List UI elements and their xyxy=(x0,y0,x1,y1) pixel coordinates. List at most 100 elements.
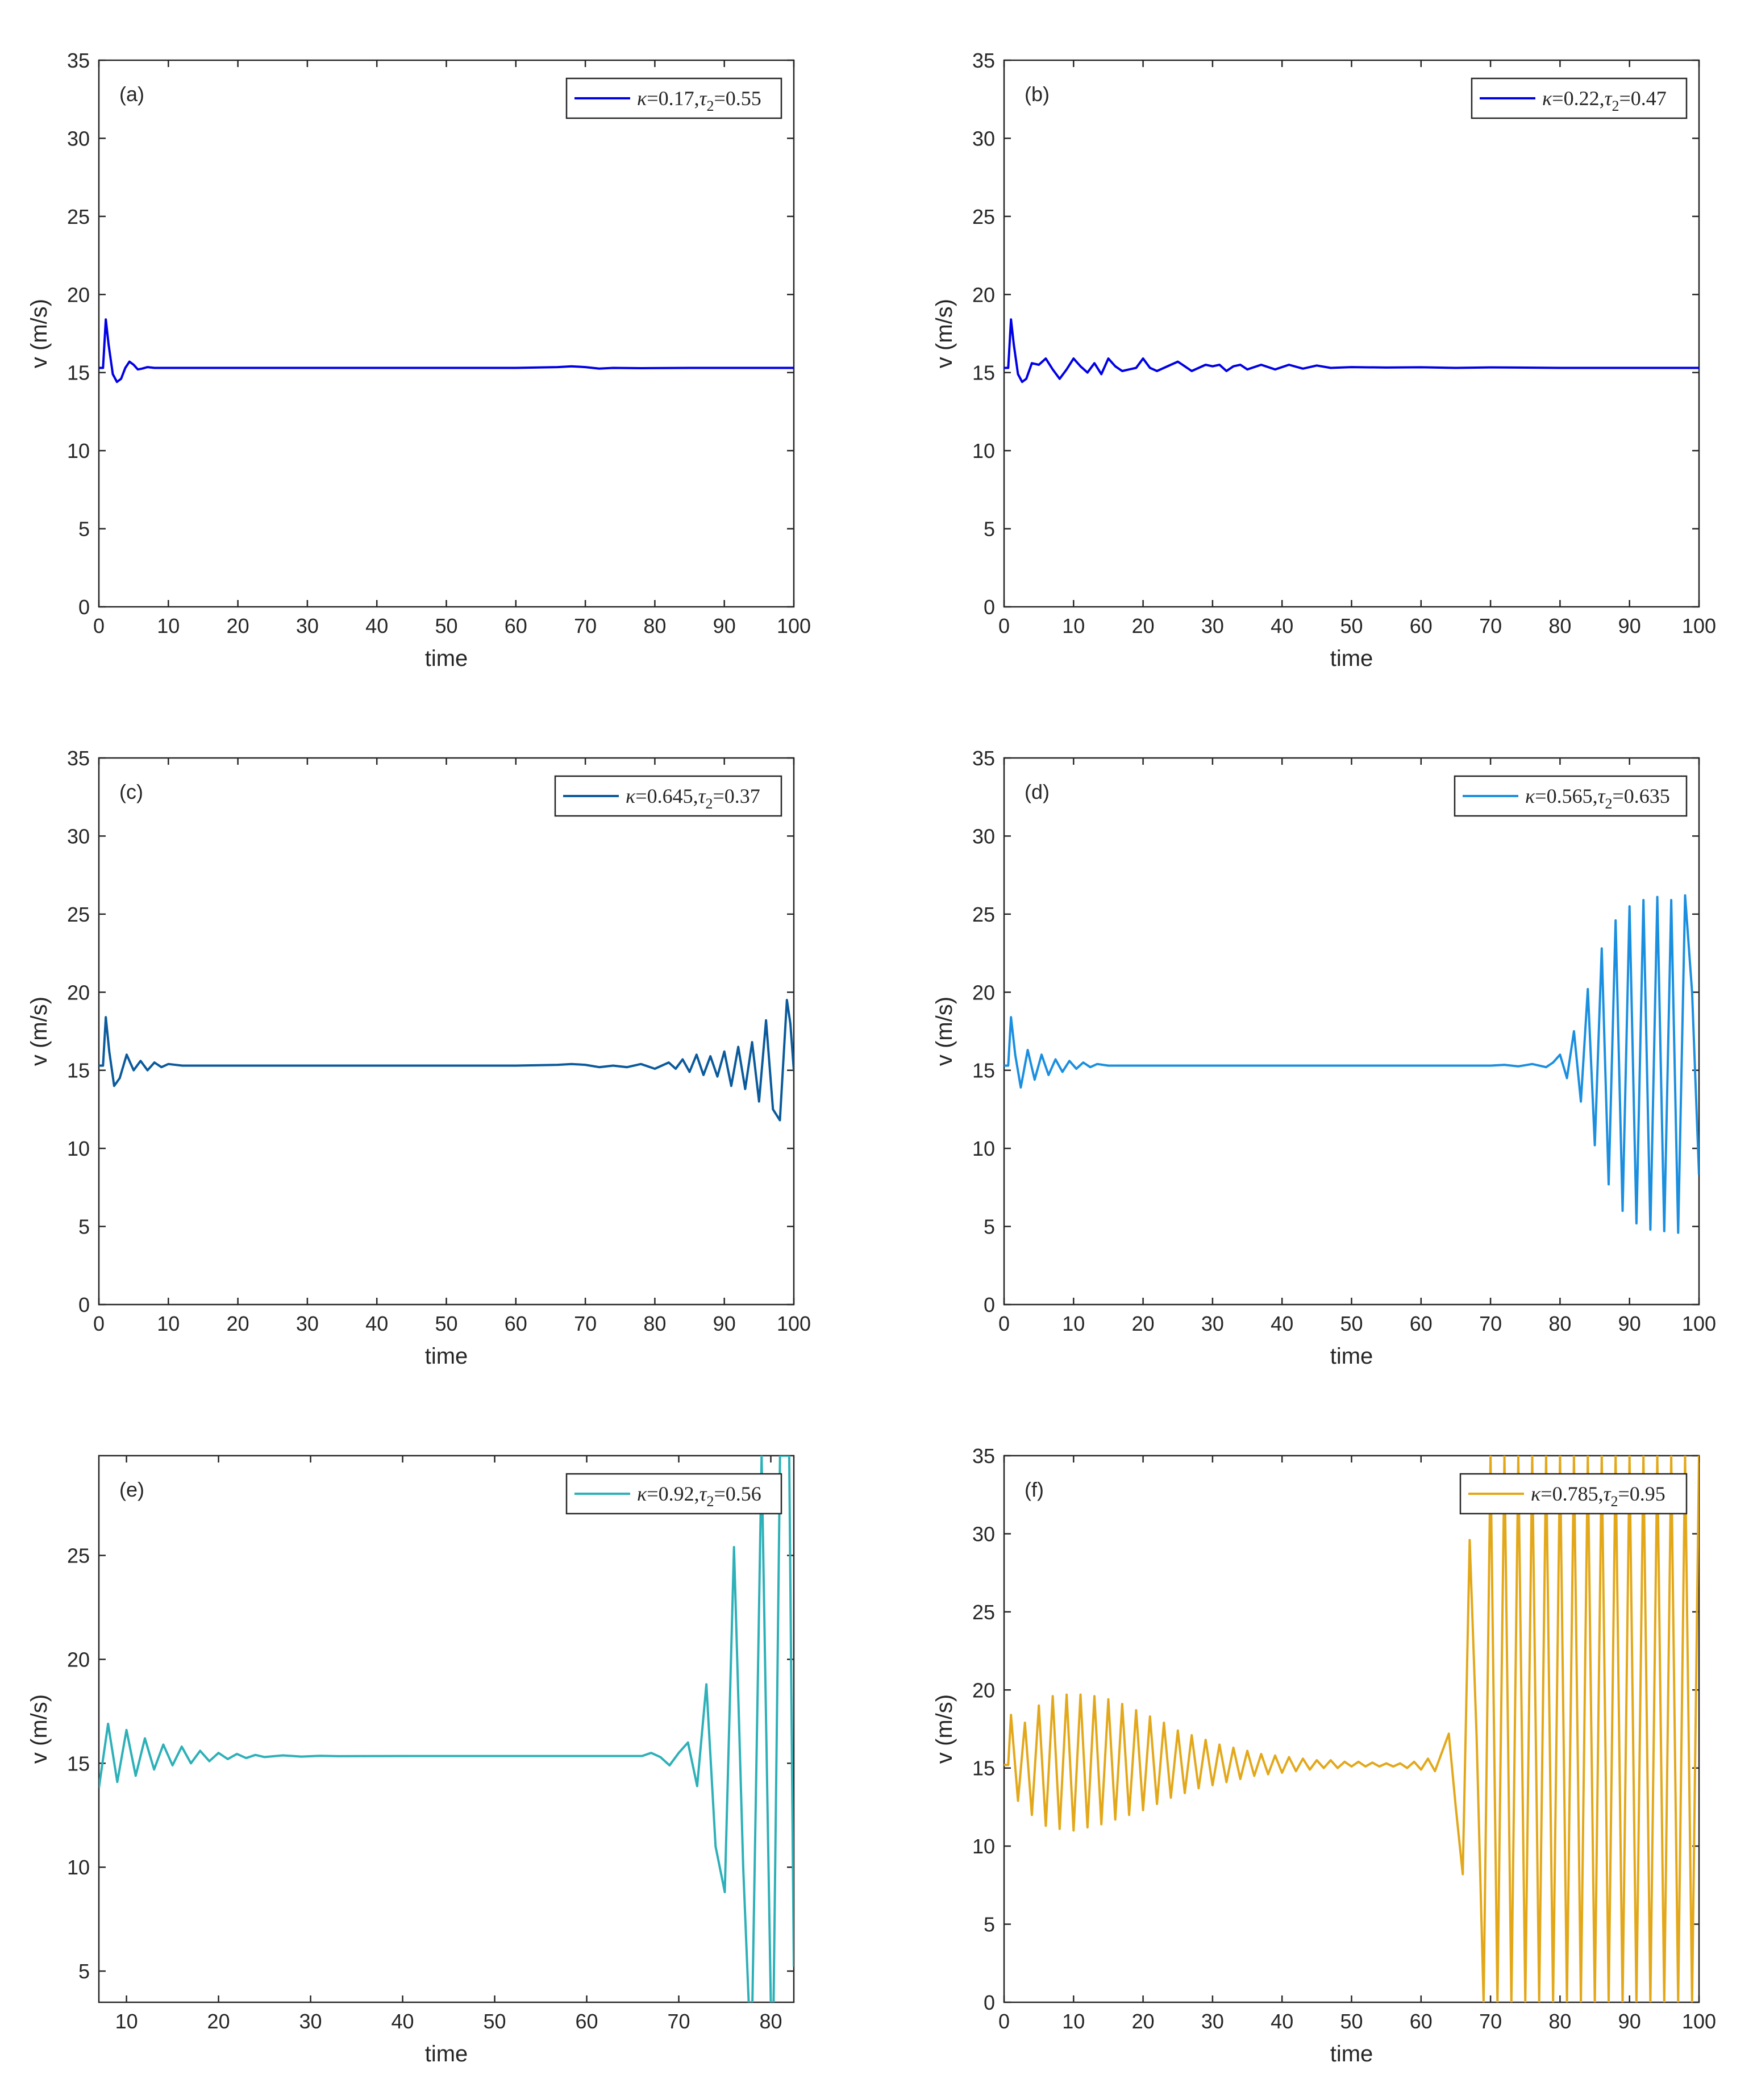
legend-tau-value: =0.47 xyxy=(1619,87,1666,110)
panel-label: (f) xyxy=(1025,1478,1044,1501)
y-tick-label: 30 xyxy=(972,1522,995,1545)
y-tick-label: 30 xyxy=(972,127,995,150)
x-tick-label: 10 xyxy=(115,2010,138,2033)
legend-entry: κ=0.22,τ2=0.47 xyxy=(1542,87,1667,114)
legend-entry: κ=0.565,τ2=0.635 xyxy=(1525,785,1670,812)
y-axis-label: v (m/s) xyxy=(932,1694,957,1764)
y-tick-label: 25 xyxy=(67,205,90,228)
y-tick-label: 0 xyxy=(984,1293,995,1316)
plot-area xyxy=(1003,59,1700,608)
legend-tau-label: τ xyxy=(1598,785,1606,807)
x-tick-label: 0 xyxy=(93,1312,105,1335)
x-tick-label: 30 xyxy=(1201,614,1224,638)
x-tick-label: 60 xyxy=(1410,2010,1433,2033)
x-tick-label: 70 xyxy=(1479,2010,1502,2033)
panel-label: (e) xyxy=(119,1478,144,1501)
x-tick-label: 30 xyxy=(296,1312,319,1335)
y-tick-label: 25 xyxy=(972,1601,995,1624)
y-tick-label: 25 xyxy=(972,903,995,926)
x-axis-label: time xyxy=(1330,2041,1373,2066)
x-tick-label: 100 xyxy=(1682,2010,1716,2033)
x-tick-label: 50 xyxy=(1340,1312,1363,1335)
y-tick-label: 5 xyxy=(78,518,90,541)
y-tick-label: 35 xyxy=(972,1444,995,1468)
x-tick-label: 30 xyxy=(1201,2010,1224,2033)
y-tick-label: 25 xyxy=(67,1544,90,1568)
legend: κ=0.92,τ2=0.56 xyxy=(565,1473,782,1515)
x-tick-label: 40 xyxy=(365,614,388,638)
panel-e: 10 20 30 40 50 60 70 80 5 10 15 20 25 time v (m/s) (e) κ… xyxy=(27,1455,795,2066)
x-axis-label: time xyxy=(425,2041,468,2066)
x-tick-label: 30 xyxy=(296,614,319,638)
legend-tau-sub: 2 xyxy=(1605,795,1612,812)
legend-tau-sub: 2 xyxy=(706,1493,714,1510)
x-tick-label: 0 xyxy=(998,2010,1010,2033)
x-tick-label: 80 xyxy=(759,2010,782,2033)
x-tick-label: 60 xyxy=(1410,1312,1433,1335)
legend-kappa-value: =0.92, xyxy=(647,1482,699,1505)
x-tick-label: 30 xyxy=(299,2010,322,2033)
legend: κ=0.785,τ2=0.95 xyxy=(1459,1473,1688,1515)
y-tick-label: 15 xyxy=(972,1059,995,1082)
series-line xyxy=(99,999,794,1122)
series-line xyxy=(99,318,794,384)
legend-tau-label: τ xyxy=(1605,87,1613,110)
y-tick-label: 15 xyxy=(972,361,995,385)
x-tick-label: 100 xyxy=(1682,614,1716,638)
plot-area xyxy=(98,1455,795,2003)
x-axis-label: time xyxy=(425,646,468,671)
x-tick-label: 20 xyxy=(1132,614,1155,638)
y-tick-label: 10 xyxy=(67,439,90,463)
y-tick-label: 20 xyxy=(972,283,995,306)
legend-tau-sub: 2 xyxy=(706,98,714,114)
x-tick-label: 50 xyxy=(484,2010,506,2033)
legend-entry: κ=0.92,τ2=0.56 xyxy=(637,1482,761,1510)
plot-area xyxy=(98,757,795,1306)
y-tick-label: 10 xyxy=(972,1137,995,1160)
x-axis-label: time xyxy=(1330,646,1373,671)
x-tick-label: 20 xyxy=(207,2010,230,2033)
y-tick-label: 15 xyxy=(972,1757,995,1780)
panel-b: 0 10 20 30 40 50 60 70 80 90 100 0 5 10 15 20 25 30 35 time… xyxy=(932,49,1716,671)
y-tick-label: 5 xyxy=(984,1913,995,1936)
x-tick-label: 100 xyxy=(1682,1312,1716,1335)
legend-kappa-label: κ xyxy=(626,785,636,807)
legend-kappa-value: =0.17, xyxy=(647,87,699,110)
y-tick-label: 20 xyxy=(67,283,90,306)
x-tick-label: 100 xyxy=(777,614,811,638)
y-tick-label: 5 xyxy=(984,1215,995,1239)
y-tick-label: 5 xyxy=(78,1215,90,1239)
y-tick-label: 0 xyxy=(984,1991,995,2014)
y-tick-label: 35 xyxy=(67,747,90,770)
legend: κ=0.22,τ2=0.47 xyxy=(1471,77,1688,119)
legend-tau-label: τ xyxy=(1604,1482,1612,1505)
y-axis-label: v (m/s) xyxy=(932,997,957,1066)
y-tick-label: 5 xyxy=(984,518,995,541)
legend-tau-sub: 2 xyxy=(1612,98,1619,114)
x-tick-label: 0 xyxy=(998,614,1010,638)
series-line xyxy=(99,1456,794,2002)
x-tick-label: 10 xyxy=(1062,2010,1085,2033)
panel-label: (c) xyxy=(119,780,143,803)
legend-tau-value: =0.56 xyxy=(714,1482,761,1505)
x-tick-label: 40 xyxy=(1271,2010,1293,2033)
x-tick-label: 50 xyxy=(435,614,457,638)
legend-kappa-label: κ xyxy=(637,1482,647,1505)
legend-entry: κ=0.17,τ2=0.55 xyxy=(637,87,761,114)
panel-label: (a) xyxy=(119,82,144,106)
x-tick-label: 40 xyxy=(1271,614,1293,638)
panel-f: 0 10 20 30 40 50 60 70 80 90 100 0 5 10 15 20 25 30 35 time… xyxy=(932,1444,1716,2066)
y-tick-label: 10 xyxy=(972,1835,995,1858)
series-line xyxy=(1004,1456,1699,2002)
y-axis-label: v (m/s) xyxy=(27,997,52,1066)
legend-tau-value: =0.55 xyxy=(714,87,761,110)
x-tick-label: 80 xyxy=(643,1312,666,1335)
x-axis-label: time xyxy=(425,1344,468,1369)
x-tick-label: 80 xyxy=(1548,614,1571,638)
legend-tau-sub: 2 xyxy=(705,795,713,812)
legend-tau-value: =0.95 xyxy=(1618,1482,1665,1505)
x-tick-label: 20 xyxy=(227,614,249,638)
x-tick-label: 20 xyxy=(1132,1312,1155,1335)
legend-entry: κ=0.645,τ2=0.37 xyxy=(626,785,760,812)
legend-entry: κ=0.785,τ2=0.95 xyxy=(1531,1482,1665,1510)
